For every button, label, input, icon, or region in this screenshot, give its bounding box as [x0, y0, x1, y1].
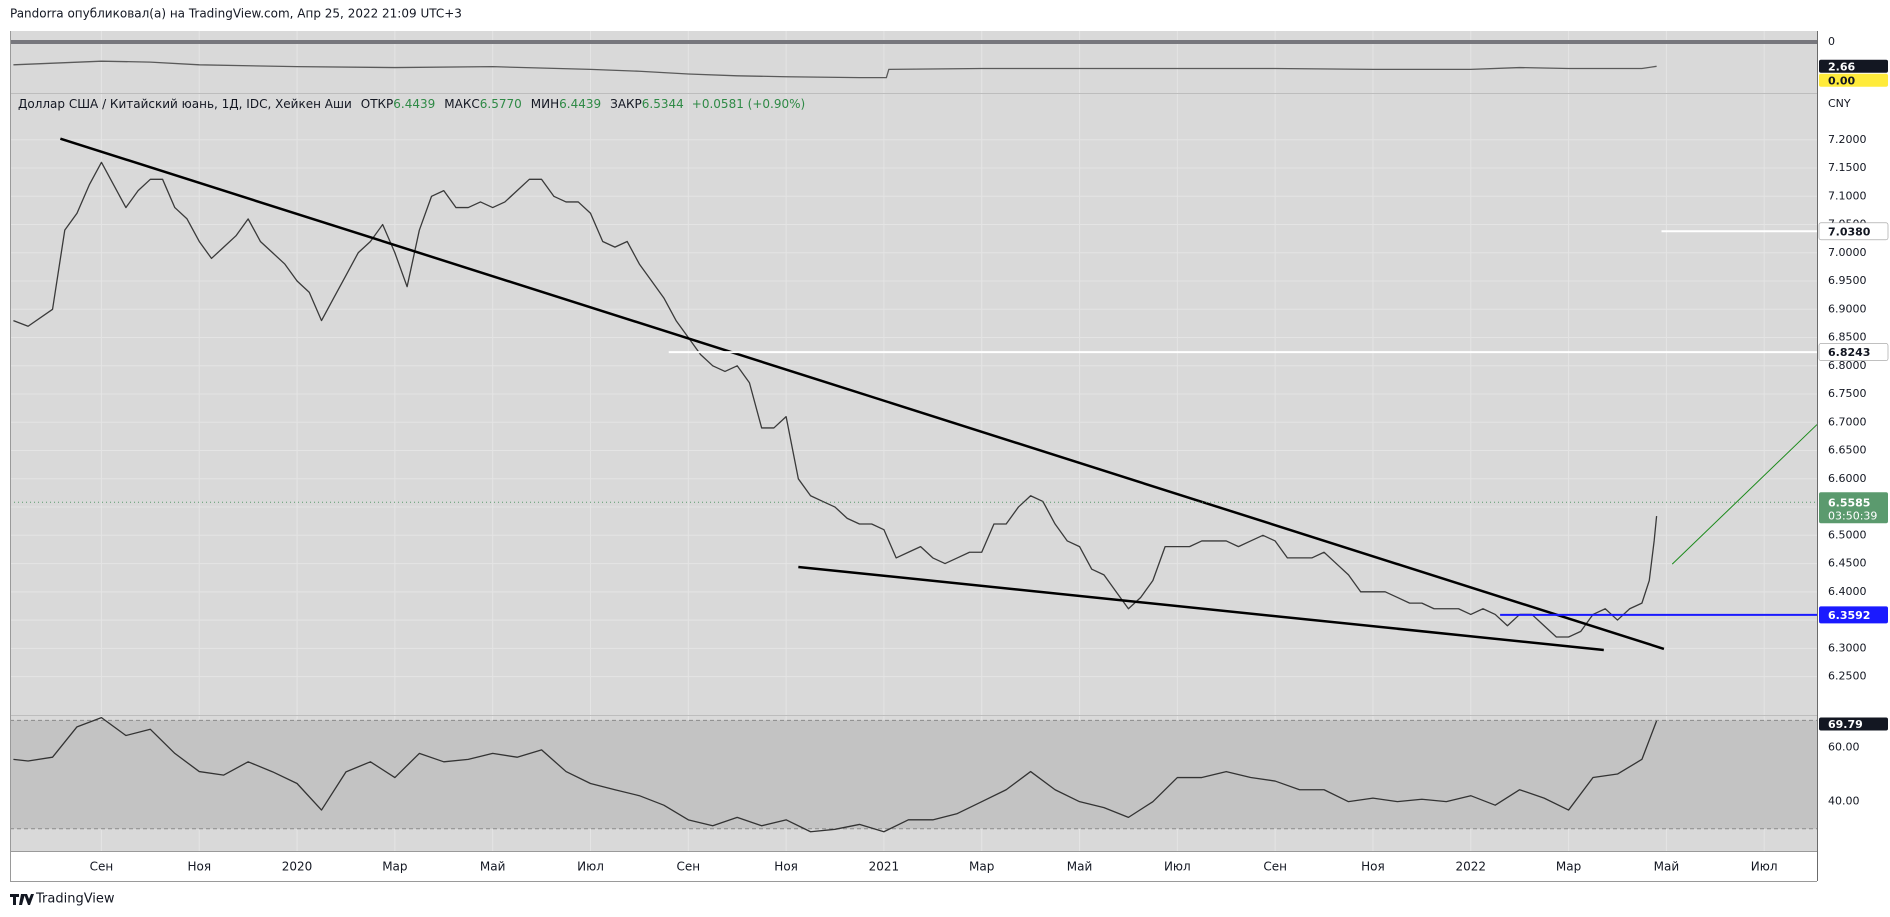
overlay: Доллар США / Китайский юань, 1Д, IDC, Хе…: [18, 35, 1889, 874]
y-tick-label: 6.4000: [1828, 585, 1867, 598]
price-badge-label: 6.3592: [1828, 609, 1870, 622]
x-tick-label: Мар: [1556, 860, 1581, 874]
y-tick-label: 6.7000: [1828, 415, 1867, 428]
price-badge-label: 69.79: [1828, 718, 1863, 731]
x-tick-label: Сен: [90, 860, 114, 874]
y-tick-label: 6.5000: [1828, 528, 1867, 541]
y-tick-label: 40.00: [1828, 795, 1860, 808]
legend-item: 6.4439: [393, 97, 435, 111]
price-badge-label: 6.5585: [1828, 496, 1870, 509]
legend-item: МИН: [531, 97, 559, 111]
x-tick-label: 2022: [1455, 860, 1486, 874]
legend-item: Доллар США / Китайский юань, 1Д, IDC, Хе…: [18, 97, 352, 111]
trend-line: [1671, 424, 1818, 565]
x-tick-label: Июл: [577, 860, 604, 874]
y-tick-label: 6.9500: [1828, 274, 1867, 287]
logo: [10, 894, 34, 905]
legend-item: +0.0581 (+0.90%): [692, 97, 805, 111]
y-tick-label: 0: [1828, 35, 1835, 48]
price-badge-label: 2.66: [1828, 60, 1855, 73]
data-layer: [10, 60, 1818, 833]
price-badge: [1819, 59, 1888, 73]
price-badge: [1819, 717, 1888, 731]
legend-item: 6.5770: [480, 97, 522, 111]
y-tick-label: 6.8000: [1828, 359, 1867, 372]
price-badge: [1819, 492, 1888, 524]
x-tick-label: Июл: [1164, 860, 1191, 874]
legend-item: 6.4439: [559, 97, 601, 111]
price-badge-label: 6.8243: [1828, 346, 1870, 359]
legend-item: 6.5344: [642, 97, 684, 111]
band: [10, 720, 1817, 829]
y-tick-label: 7.2000: [1828, 133, 1867, 146]
header: Pandorra опубликовал(а) на TradingView.c…: [10, 7, 462, 21]
x-tick-label: Мар: [382, 860, 407, 874]
y-tick-label: 6.6500: [1828, 444, 1867, 457]
x-tick-label: 2020: [282, 860, 313, 874]
y-tick-label: 6.7500: [1828, 387, 1867, 400]
y-tick-label: 7.1500: [1828, 161, 1867, 174]
y-tick-label: 7.1000: [1828, 189, 1867, 202]
y-tick-label: 6.9000: [1828, 302, 1867, 315]
legend-item: МАКС: [444, 97, 479, 111]
series-line: [13, 716, 1658, 833]
footer: TradingView: [35, 892, 115, 907]
legend-item: ОТКР: [361, 97, 394, 111]
x-tick-label: Ноя: [187, 860, 211, 874]
y-tick-label: 6.8500: [1828, 331, 1867, 344]
price-badge: [1819, 73, 1888, 87]
trend-line: [798, 565, 1604, 652]
series-line: [13, 60, 1657, 79]
price-pane: [10, 94, 1817, 715]
price-badge: [1819, 606, 1888, 624]
x-tick-label: Ноя: [1361, 860, 1385, 874]
price-badge: [1818, 222, 1889, 241]
x-tick-label: Сен: [1263, 860, 1287, 874]
x-tick-label: Май: [1654, 860, 1680, 874]
x-tick-label: Июл: [1751, 860, 1778, 874]
x-tick-label: Мар: [969, 860, 994, 874]
y-tick-label: 6.2500: [1828, 670, 1867, 683]
price-badge: [1818, 343, 1889, 361]
x-tick-label: Сен: [676, 860, 700, 874]
legend: Доллар США / Китайский юань, 1Д, IDC, Хе…: [18, 97, 805, 111]
legend-item: ЗАКР: [610, 97, 642, 111]
x-tick-label: Май: [1067, 860, 1093, 874]
series-line: [13, 161, 1658, 638]
y-tick-label: 6.6000: [1828, 472, 1867, 485]
currency-label: CNY: [1828, 97, 1851, 110]
footer-logo: [10, 894, 34, 905]
countdown-label: 03:50:39: [1828, 509, 1877, 522]
y-tick-label: 60.00: [1828, 740, 1860, 753]
price-badge-label: 7.0380: [1828, 225, 1871, 238]
y-tick-label: 6.3000: [1828, 641, 1867, 654]
x-tick-label: 2021: [869, 860, 900, 874]
x-tick-label: Ноя: [774, 860, 798, 874]
x-tick-label: Май: [480, 860, 506, 874]
y-tick-label: 6.4500: [1828, 557, 1867, 570]
y-tick-label: 7.0000: [1828, 246, 1867, 259]
price-badge-label: 0.00: [1828, 74, 1855, 87]
trend-line: [59, 137, 1665, 651]
grid: [10, 31, 1817, 851]
